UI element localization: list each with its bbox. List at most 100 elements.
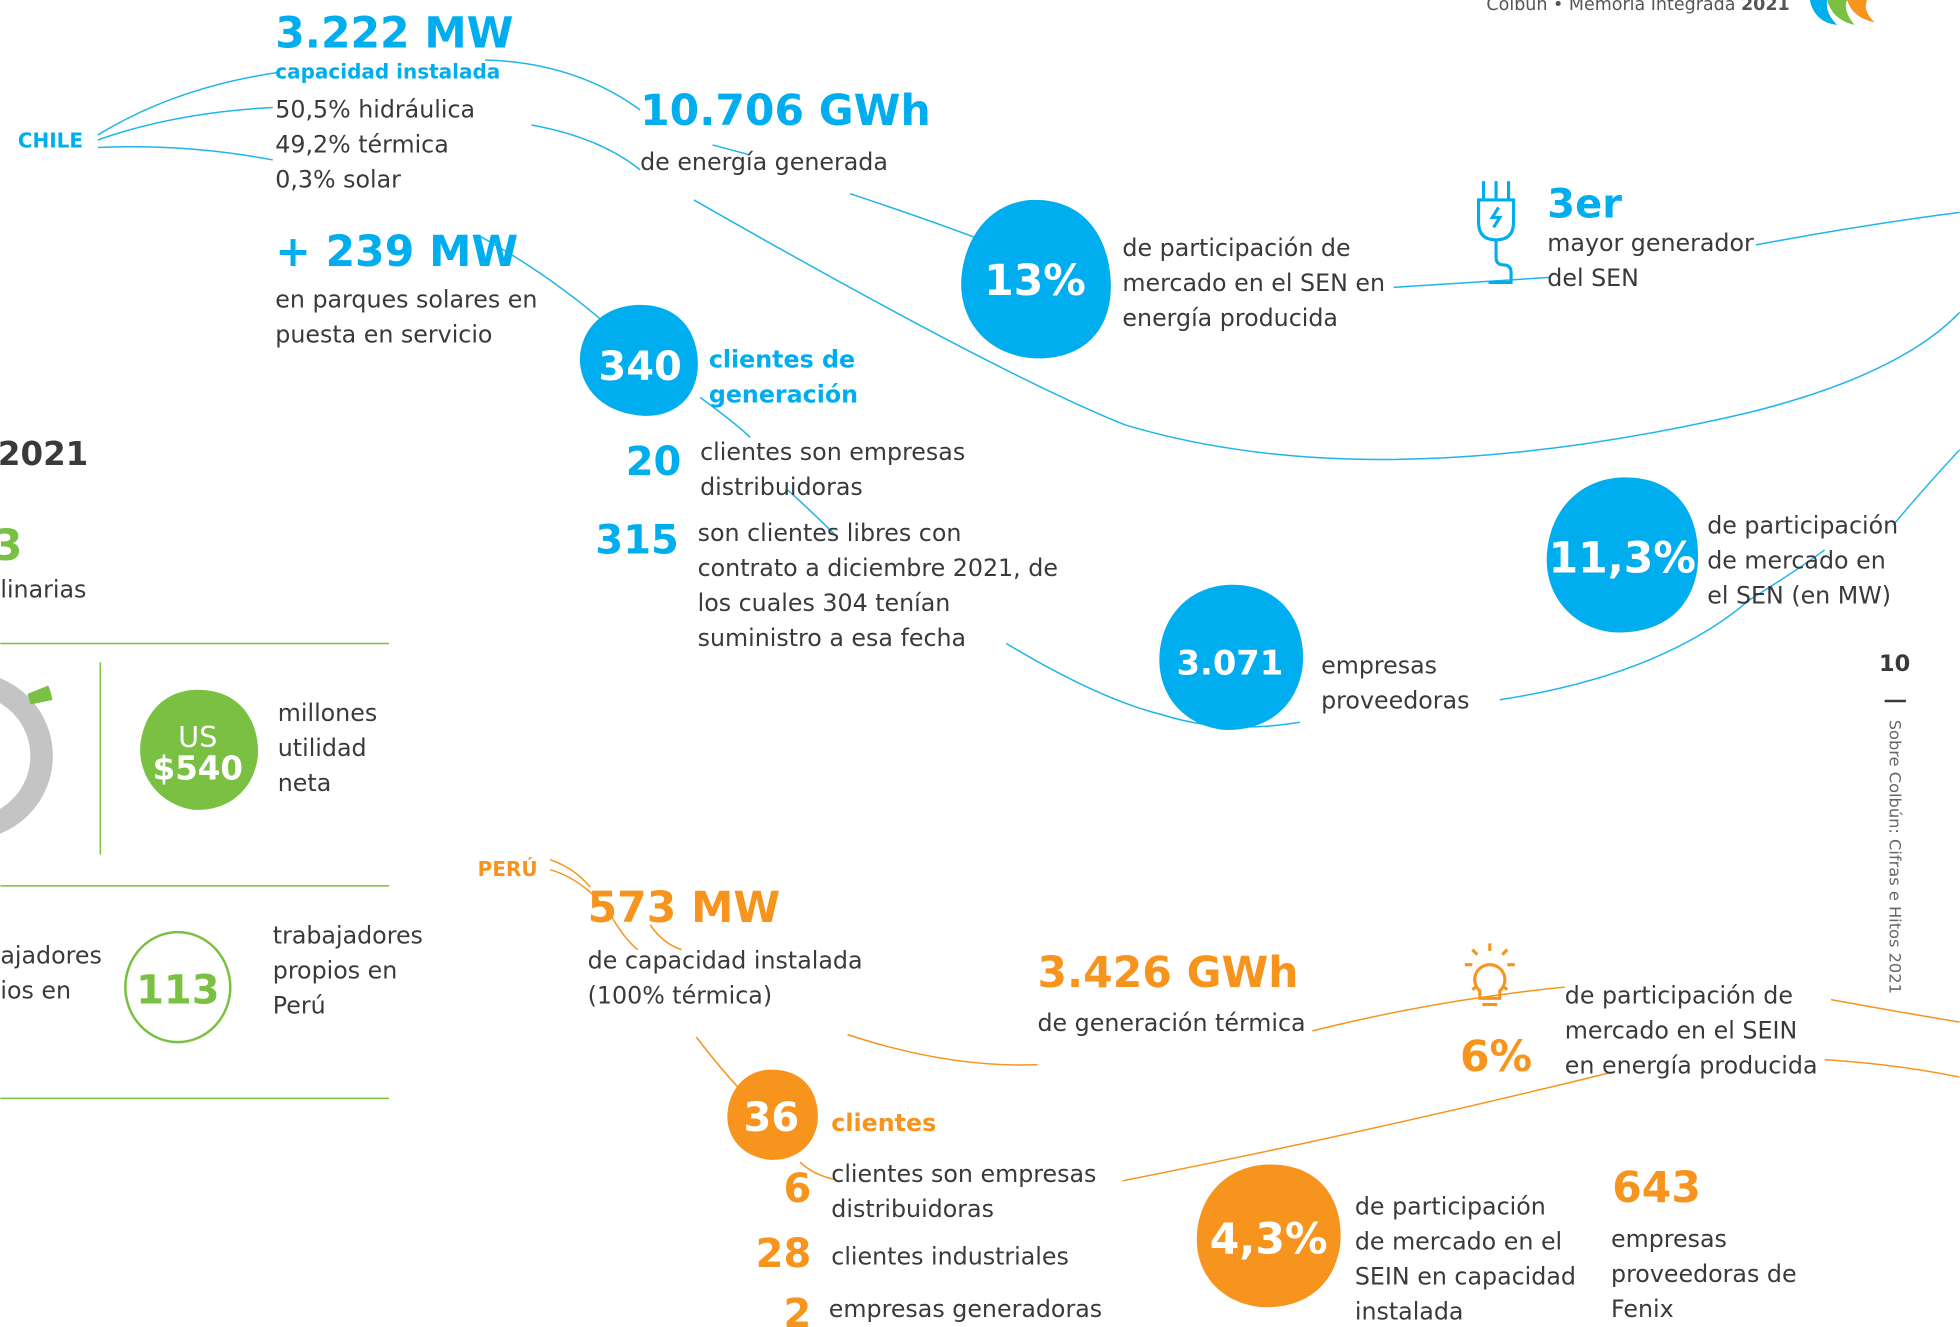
text-line: mayor generador bbox=[1547, 229, 1754, 257]
text-line: clientes de bbox=[709, 345, 855, 373]
text-line: 0,3% solar bbox=[275, 165, 401, 193]
connector bbox=[477, 234, 611, 328]
connector bbox=[485, 59, 641, 111]
figure: 10.706 GWh bbox=[640, 87, 931, 136]
text-line: 49,2% térmica bbox=[275, 130, 449, 158]
figure: 3.071 bbox=[1177, 644, 1284, 683]
text-line: de capacidad instalada bbox=[588, 946, 863, 974]
text-line: instalada bbox=[1355, 1298, 1464, 1326]
text-line: del SEN bbox=[1547, 264, 1639, 292]
text-line: trabajadores bbox=[273, 921, 423, 949]
blob bbox=[579, 304, 698, 416]
connector bbox=[699, 396, 751, 438]
figure: 340 bbox=[598, 344, 681, 390]
text-line: Fenix bbox=[1611, 1295, 1674, 1323]
figure: 3.222 MW bbox=[275, 9, 513, 58]
connector bbox=[787, 489, 839, 538]
plug-icon bbox=[1477, 181, 1516, 284]
text-line: de participación bbox=[1707, 512, 1898, 540]
connector bbox=[1122, 1071, 1613, 1182]
text-line: de mercado en el bbox=[1355, 1228, 1562, 1256]
text-line: de participación de bbox=[1565, 981, 1793, 1009]
text-line: en energía producida bbox=[1565, 1051, 1818, 1079]
text-line: clientes son empresas bbox=[831, 1160, 1096, 1188]
blob bbox=[961, 199, 1111, 359]
logo bbox=[1809, 0, 1875, 25]
figure: 3er bbox=[1547, 181, 1622, 227]
caption: capacidad instalada bbox=[275, 60, 500, 84]
text-line: ios en bbox=[0, 976, 71, 1004]
bulb-icon bbox=[1464, 943, 1515, 1007]
connector bbox=[531, 124, 641, 171]
connector bbox=[97, 106, 273, 141]
caption: empresas generadoras bbox=[829, 1295, 1102, 1323]
figure: 643 bbox=[1612, 1164, 1701, 1213]
text-line: los cuales 304 tenían bbox=[698, 589, 951, 617]
country-label: CHILE bbox=[18, 128, 83, 152]
page-number: 10 bbox=[1879, 651, 1910, 677]
heading-fragment: 2021 bbox=[0, 435, 88, 473]
connector bbox=[1393, 276, 1550, 289]
text-line: son clientes libres con bbox=[698, 519, 962, 547]
text-line: Perú bbox=[273, 991, 326, 1019]
text-line: ajadores bbox=[0, 941, 101, 969]
side-label: Sobre Colbún: Cifras e Hitos 2021 bbox=[1886, 720, 1905, 994]
blob bbox=[727, 1069, 818, 1160]
logo-part bbox=[1827, 0, 1855, 25]
caption: de generación térmica bbox=[1037, 1009, 1305, 1037]
header: Colbún • Memoria Integrada 2021 bbox=[1486, 0, 1789, 15]
connector bbox=[1499, 549, 1826, 701]
currency: US bbox=[178, 720, 217, 754]
connector bbox=[1312, 986, 1565, 1032]
text-line: (100% térmica) bbox=[588, 981, 772, 1009]
connectors bbox=[97, 59, 1960, 1182]
figure: 20 bbox=[626, 439, 682, 485]
text-line: de participación bbox=[1355, 1193, 1546, 1221]
blob bbox=[140, 689, 259, 810]
connector bbox=[97, 146, 273, 161]
connector bbox=[97, 71, 278, 136]
text-line: millones bbox=[278, 699, 377, 727]
figure: $540 bbox=[153, 750, 243, 788]
connector bbox=[649, 924, 682, 951]
text-line: el SEN (en MW) bbox=[1707, 582, 1891, 610]
connector bbox=[849, 192, 976, 239]
text-line: 50,5% hidráulica bbox=[275, 95, 475, 123]
text-line: distribuidoras bbox=[831, 1195, 994, 1223]
text-line: en parques solares en bbox=[275, 285, 537, 313]
text-line: empresas bbox=[1321, 651, 1437, 679]
text-line: proveedoras de bbox=[1611, 1260, 1797, 1288]
caption: clientes industriales bbox=[831, 1243, 1069, 1271]
connector bbox=[549, 868, 639, 951]
text-line: SEIN en capacidad bbox=[1355, 1263, 1576, 1291]
connector bbox=[1830, 998, 1960, 1023]
figure: 36 bbox=[744, 1095, 800, 1141]
text-line: contrato a diciembre 2021, de bbox=[698, 554, 1058, 582]
connector bbox=[1755, 211, 1960, 246]
blob bbox=[1159, 584, 1304, 730]
text-line: mercado en el SEN en bbox=[1122, 269, 1385, 297]
connector bbox=[1824, 1058, 1960, 1078]
blobs bbox=[0, 199, 1699, 1308]
figure-fragment: 3 bbox=[0, 522, 22, 571]
text-line: propios en bbox=[273, 956, 398, 984]
figure: 6 bbox=[784, 1166, 812, 1212]
blob bbox=[1546, 477, 1699, 633]
connector bbox=[1892, 449, 1960, 526]
text-line: de participación de bbox=[1122, 234, 1350, 262]
country-label: PERÚ bbox=[478, 857, 538, 881]
text-line: mercado en el SEIN bbox=[1565, 1016, 1797, 1044]
caption: clientes bbox=[831, 1109, 936, 1137]
connector bbox=[847, 1033, 1038, 1066]
text-line: utilidad bbox=[278, 734, 367, 762]
year: 2021 bbox=[1741, 0, 1790, 15]
figure: 113 bbox=[136, 967, 219, 1013]
text-line: puesta en servicio bbox=[275, 320, 492, 348]
logo-part bbox=[1847, 0, 1875, 23]
figure: 11,3% bbox=[1549, 534, 1696, 583]
figure: 4,3% bbox=[1210, 1215, 1328, 1264]
text-line: proveedoras bbox=[1321, 686, 1469, 714]
figure: 2 bbox=[784, 1291, 812, 1327]
connector bbox=[693, 199, 1960, 461]
